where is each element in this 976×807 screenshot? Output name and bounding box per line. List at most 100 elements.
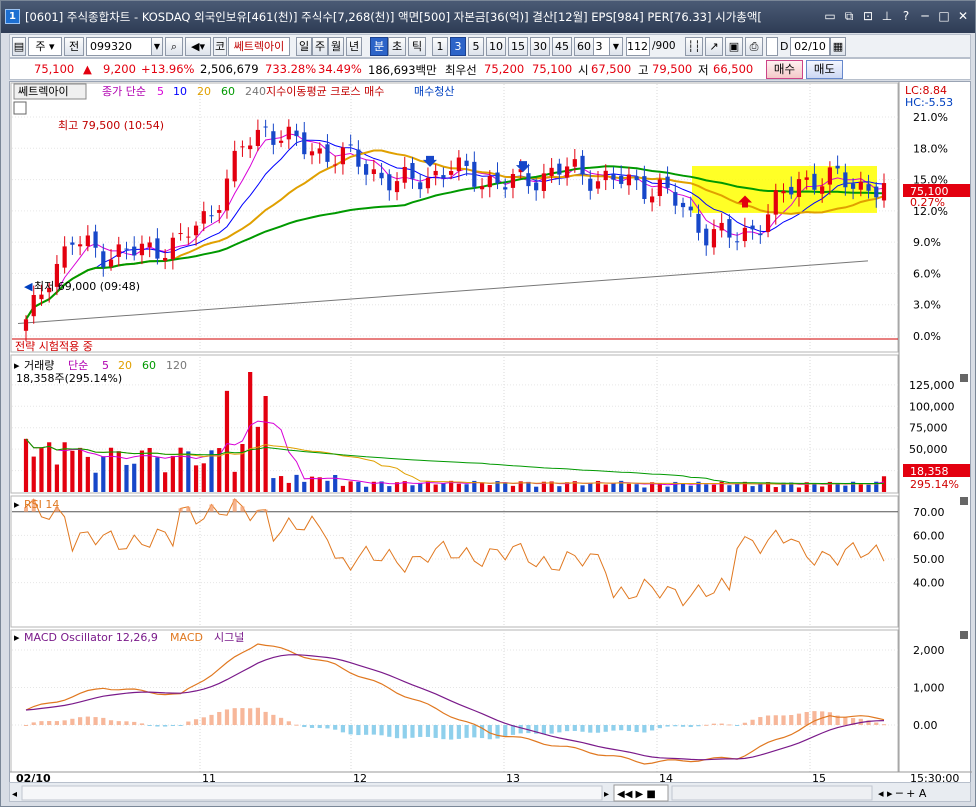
candle-icon[interactable]: ┆┆	[685, 37, 703, 56]
candle-body	[549, 167, 554, 177]
volume-bar	[866, 484, 871, 492]
macd-oscillator-bar	[39, 721, 44, 725]
candle-body	[31, 294, 36, 317]
period-2-button[interactable]: 월	[328, 37, 344, 56]
chart-area[interactable]: 21.0% 18.0% 15.0% 12.0% 9.0% 6.0% 3.0% 0.0% 쎄트렉아…	[9, 81, 972, 785]
candle-body	[626, 174, 632, 186]
save-icon[interactable]: ▣	[725, 37, 743, 56]
candle-body	[564, 166, 570, 178]
playback-controls[interactable]	[613, 784, 669, 802]
volume-bar	[62, 442, 67, 492]
macd-label: MACD Oscillator 12,26,9	[24, 631, 158, 644]
pin-icon[interactable]: ⊥	[881, 9, 893, 23]
stock-chart[interactable]: 21.0% 18.0% 15.0% 12.0% 9.0% 6.0% 3.0% 0.0% 쎄트렉아…	[10, 82, 972, 785]
search-icon[interactable]: ⌕	[165, 37, 183, 56]
period-5-button[interactable]: 초	[388, 37, 406, 56]
sound-icon[interactable]: ◀▾	[185, 37, 211, 56]
date-checkbox[interactable]	[766, 37, 778, 56]
pct-tag: 0.27%	[910, 196, 945, 209]
macd-oscillator-bar	[479, 725, 485, 739]
print-icon[interactable]: ⎙	[745, 37, 763, 56]
macd-oscillator-bar	[286, 721, 291, 725]
layout-icon[interactable]: ▤	[12, 37, 26, 56]
stock-name[interactable]: 쎄트렉아이	[228, 37, 290, 56]
macd-oscillator-bar	[472, 725, 477, 738]
candle-body	[371, 169, 376, 175]
interval-dropdown-icon[interactable]: ▼	[609, 37, 623, 56]
calendar-icon[interactable]: ▦	[830, 37, 846, 56]
volume-bar	[356, 481, 361, 492]
price-change-pct: +13.96%	[141, 62, 195, 76]
candle-body	[356, 149, 361, 167]
volume-bar	[209, 450, 214, 492]
scroll-left-icon[interactable]: ◂	[12, 789, 17, 800]
restore-icon[interactable]: ▭	[824, 9, 836, 23]
period-6-button[interactable]: 틱	[408, 37, 426, 56]
macd-oscillator-bar	[78, 717, 83, 725]
signal-line	[25, 654, 885, 761]
interval-5-button[interactable]: 5	[468, 37, 484, 56]
interval-10-button[interactable]: 10	[486, 37, 506, 56]
volume-bar	[54, 464, 60, 492]
minimize-icon[interactable]: ─	[921, 9, 929, 23]
mode-select[interactable]: 주 ▾	[28, 37, 62, 56]
close-icon[interactable]: ✕	[957, 9, 969, 23]
interval-1-button[interactable]: 1	[432, 37, 448, 56]
volume-bar	[132, 463, 137, 492]
volume-bar	[572, 481, 577, 492]
macd-oscillator-bar	[704, 724, 709, 726]
period-3-button[interactable]: 년	[346, 37, 362, 56]
volume-bar	[843, 485, 848, 492]
macd-oscillator-bar	[124, 721, 129, 725]
period-1-button[interactable]: 주	[312, 37, 328, 56]
macd-oscillator-bar	[518, 725, 523, 734]
candle-body	[47, 287, 52, 293]
interval-15-button[interactable]: 15	[508, 37, 528, 56]
window-icon[interactable]: ⧉	[844, 9, 854, 23]
scroll-controls[interactable]: ◂ ▸ ◀◀ ▶ ■ ◂ ▸ ─ + A	[10, 783, 972, 803]
draw-icon[interactable]: ↗	[705, 37, 723, 56]
panel-frame-3	[10, 629, 899, 773]
maximize-icon[interactable]: □	[938, 9, 950, 23]
volume-bar	[248, 372, 253, 492]
count-input[interactable]: 112	[626, 37, 650, 56]
interval-45-button[interactable]: 45	[552, 37, 572, 56]
ma-period-240: 240	[245, 85, 266, 98]
candle-body	[534, 182, 539, 191]
volume-bar	[518, 481, 523, 492]
scroll-bar[interactable]: ◂ ▸ ◀◀ ▶ ■ ◂ ▸ ─ + A	[9, 782, 971, 802]
macd-oscillator-bar	[186, 721, 191, 725]
macd-oscillator-bar	[588, 725, 593, 733]
interval-30-button[interactable]: 30	[530, 37, 550, 56]
zoom-track[interactable]	[671, 785, 873, 801]
help-icon[interactable]: ?	[902, 9, 910, 23]
date-input[interactable]: 02/10	[790, 37, 830, 56]
macd-oscillator-bar	[634, 725, 639, 733]
scroll-track[interactable]	[21, 785, 603, 801]
volume-arrow-icon: ▸	[14, 359, 20, 372]
scroll-right-icon[interactable]: ▸	[604, 789, 609, 800]
playback-icon[interactable]: ◀◀ ▶ ■	[617, 789, 656, 800]
macd-oscillator-bar	[881, 724, 887, 726]
period-4-button[interactable]: 분	[370, 37, 388, 56]
quote-bar: 75,100 ▲ 9,200 +13.96% 2,506,679 733.28%…	[9, 58, 971, 80]
period-0-button[interactable]: 일	[296, 37, 312, 56]
candle-body	[209, 215, 214, 217]
volume-bar	[371, 481, 376, 492]
interval-3-button[interactable]: 3	[450, 37, 466, 56]
buy-button[interactable]: 매수	[766, 60, 803, 79]
zoom-controls-icon[interactable]: ◂ ▸ ─ + A	[878, 787, 927, 800]
candle-body	[487, 176, 492, 188]
candle-body	[866, 184, 871, 191]
sell-button[interactable]: 매도	[806, 60, 843, 79]
title-bar[interactable]: 1 [0601] 주식종합차트 - KOSDAQ 외국인보유[461(천)] 주…	[1, 1, 975, 33]
stock-code-input[interactable]: 099320	[86, 37, 152, 56]
candle-body	[263, 126, 268, 128]
tile-icon[interactable]: ⊡	[862, 9, 874, 23]
volume-bar	[379, 481, 384, 492]
volume-bar	[294, 474, 299, 492]
volume-bar	[410, 485, 415, 492]
code-dropdown-icon[interactable]: ▼	[151, 37, 163, 56]
prev-button[interactable]: 전	[64, 37, 84, 56]
interval-60-button[interactable]: 60	[574, 37, 594, 56]
